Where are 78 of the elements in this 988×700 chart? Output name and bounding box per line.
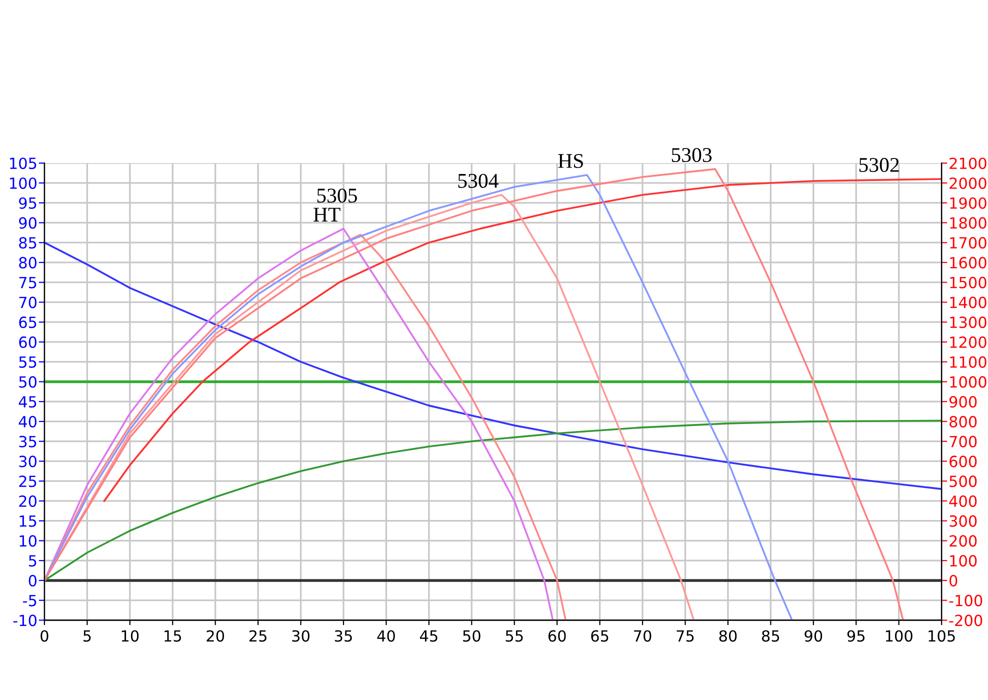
y-tick-label: 10 (20, 535, 36, 547)
x-tick-label: 40 (377, 630, 395, 642)
x-tick-label: 10 (122, 630, 139, 642)
x-tick-label: 70 (634, 630, 652, 642)
y2-tick-label: 1000 (950, 376, 986, 388)
y-tick-label: 100 (10, 177, 36, 189)
y2-tick-label: 1700 (950, 237, 986, 249)
y2-tick-label: -100 (949, 594, 982, 606)
y-tick-label: 15 (20, 515, 36, 527)
x-tick-label: 85 (762, 630, 780, 642)
y-tick-label: 95 (19, 197, 36, 209)
y-tick-label: 55 (19, 356, 36, 368)
x-tick-label: 50 (463, 630, 480, 642)
x-tick-label: 55 (506, 630, 523, 642)
x-tick-label: 15 (164, 630, 182, 642)
series-label: 5303 (672, 148, 712, 162)
y-tick-label: 75 (19, 277, 36, 288)
y-tick-label: 25 (19, 476, 36, 488)
line-series (44, 420, 942, 582)
y2-tick-label: 200 (950, 535, 977, 547)
y2-tick-label: 2100 (950, 158, 986, 170)
series-label: HT (314, 208, 340, 222)
x-tick-label: 65 (591, 630, 608, 642)
y-tick-label: 40 (18, 416, 36, 428)
series-label: 5304 (458, 174, 498, 188)
y2-tick-label: 700 (950, 436, 977, 448)
y-tick-label: 60 (19, 336, 36, 348)
y-tick-label: -10 (13, 614, 36, 626)
y2-tick-label: 1300 (950, 316, 986, 328)
y2-tick-label: 1200 (950, 336, 986, 348)
series-label: HS (558, 154, 583, 168)
y2-tick-label: 600 (950, 456, 977, 468)
x-tick-label: 5 (84, 630, 91, 642)
line-series (44, 242, 942, 490)
y-tick-label: 0 (28, 574, 36, 586)
y-tick-label: 50 (19, 376, 36, 388)
x-tick-label: 100 (886, 630, 912, 642)
y2-tick-label: 300 (950, 515, 977, 527)
y-tick-label: 70 (19, 296, 36, 308)
x-tick-label: 45 (420, 630, 438, 642)
series-label: 5302 (859, 158, 899, 172)
x-tick-label: 20 (206, 630, 224, 642)
y2-tick-label: 400 (949, 495, 977, 507)
y-tick-label: 5 (28, 555, 36, 567)
y2-tick-label: 1100 (950, 356, 986, 368)
x-tick-label: 0 (40, 630, 48, 642)
y2-tick-label: -200 (949, 614, 982, 626)
x-tick-label: 80 (719, 630, 737, 642)
x-tick-label: 60 (548, 630, 566, 642)
y-tick-label: 85 (19, 237, 36, 249)
x-tick-label: 105 (928, 630, 955, 642)
y-tick-label: 45 (18, 396, 36, 408)
y-tick-label: 35 (19, 436, 36, 448)
y2-tick-label: 1800 (950, 217, 986, 229)
y2-tick-label: 1500 (950, 276, 986, 288)
x-tick-label: 75 (676, 630, 694, 642)
x-tick-label: 25 (249, 630, 266, 642)
y2-tick-label: 1400 (950, 296, 986, 308)
y2-tick-label: 100 (950, 555, 977, 567)
y-tick-label: 65 (19, 316, 36, 328)
x-tick-label: 35 (334, 630, 352, 642)
y2-tick-label: 1600 (950, 256, 986, 268)
y2-tick-label: 0 (950, 574, 958, 586)
y2-tick-label: 800 (950, 416, 977, 428)
series-label: 5305 (317, 188, 357, 203)
x-tick-label: 95 (847, 630, 865, 642)
y-tick-label: 80 (19, 256, 36, 268)
x-tick-label: 30 (292, 630, 310, 642)
y-tick-label: 105 (10, 158, 36, 170)
y-tick-label: 20 (19, 495, 36, 507)
y2-tick-label: 2000 (950, 177, 986, 189)
x-tick-label: 90 (804, 630, 822, 642)
y-tick-label: -5 (23, 594, 36, 606)
y2-tick-label: 1900 (950, 197, 986, 209)
y2-tick-label: 500 (950, 476, 977, 488)
y2-tick-label: 900 (949, 396, 977, 408)
y-tick-label: 30 (19, 456, 36, 468)
y-tick-label: 90 (19, 217, 36, 229)
